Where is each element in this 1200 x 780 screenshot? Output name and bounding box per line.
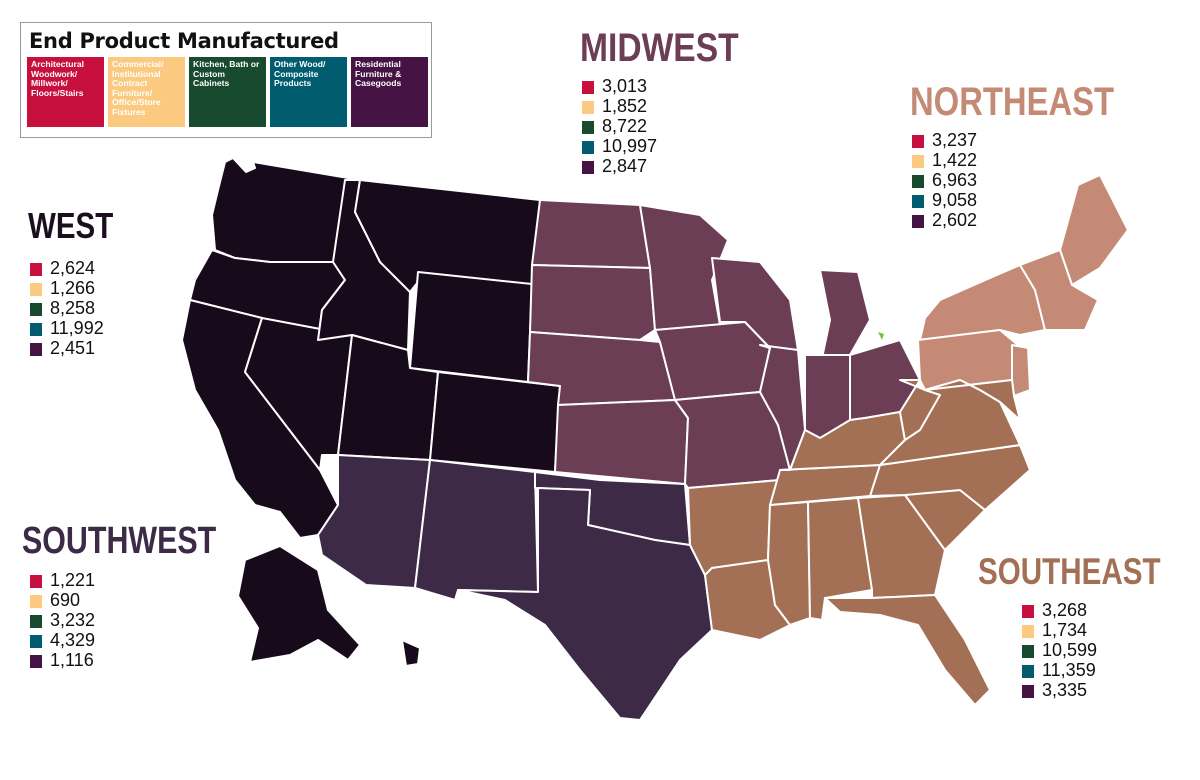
stat-value: 3,335 bbox=[1042, 680, 1088, 700]
swatch-residential bbox=[30, 343, 42, 356]
stat-value: 3,232 bbox=[50, 610, 96, 630]
stat-value: 10,997 bbox=[602, 136, 658, 156]
swatch-architectural bbox=[582, 81, 594, 94]
swatch-residential bbox=[582, 161, 594, 174]
swatch-commercial bbox=[912, 155, 924, 168]
region-title-northeast: NORTHEAST bbox=[910, 80, 1115, 124]
category-kitchen-cabinets: Kitchen, Bath or Custom Cabinets bbox=[189, 57, 266, 127]
stat-value: 2,847 bbox=[602, 156, 648, 176]
state-michigan bbox=[819, 269, 871, 359]
state-south-dakota bbox=[529, 264, 656, 341]
state-north-dakota bbox=[531, 199, 651, 269]
stat-value: 2,451 bbox=[50, 338, 96, 358]
west-region bbox=[181, 157, 561, 667]
swatch-kitchen bbox=[1022, 645, 1034, 658]
state-alaska bbox=[237, 545, 361, 663]
state-kentucky bbox=[779, 411, 906, 471]
swatch-architectural bbox=[1022, 605, 1034, 618]
state-hawaii bbox=[401, 639, 421, 667]
stat-value: 1,852 bbox=[602, 96, 648, 116]
legend-box: End Product Manufactured Architectural W… bbox=[20, 22, 432, 138]
stat-value: 2,602 bbox=[932, 210, 978, 230]
southeast-region bbox=[687, 379, 1031, 706]
state-new-york bbox=[919, 264, 1046, 341]
state-kansas bbox=[554, 399, 689, 485]
stat-value: 1,116 bbox=[50, 650, 94, 670]
category-architectural-woodwork: Architectural Woodwork/ Millwork/ Floors… bbox=[27, 57, 104, 127]
lake-outline-marker bbox=[878, 332, 884, 340]
state-arizona bbox=[317, 454, 431, 589]
state-florida bbox=[824, 594, 991, 706]
swatch-architectural bbox=[912, 135, 924, 148]
stat-value: 11,359 bbox=[1042, 660, 1096, 680]
state-maine bbox=[1059, 174, 1129, 286]
legend-title: End Product Manufactured bbox=[29, 29, 339, 53]
swatch-kitchen bbox=[912, 175, 924, 188]
stat-value: 8,258 bbox=[50, 298, 96, 318]
swatch-commercial bbox=[30, 283, 42, 296]
stat-value: 2,624 bbox=[50, 258, 96, 278]
stat-value: 9,058 bbox=[932, 190, 978, 210]
state-new-england bbox=[1019, 249, 1099, 331]
swatch-other-wood bbox=[30, 323, 42, 336]
stat-value: 1,221 bbox=[50, 570, 96, 590]
region-title-midwest: MIDWEST bbox=[580, 26, 739, 70]
swatch-other-wood bbox=[1022, 665, 1034, 678]
state-iowa bbox=[654, 321, 771, 401]
state-colorado bbox=[429, 371, 561, 473]
stat-value: 11,992 bbox=[50, 318, 104, 338]
swatch-kitchen bbox=[30, 303, 42, 316]
swatch-kitchen bbox=[30, 615, 42, 628]
stat-value: 1,734 bbox=[1042, 620, 1088, 640]
swatch-residential bbox=[30, 655, 42, 668]
northeast-region bbox=[917, 174, 1129, 397]
state-new-jersey bbox=[1011, 344, 1031, 397]
stat-value: 1,266 bbox=[50, 278, 96, 298]
swatch-architectural bbox=[30, 575, 42, 588]
swatch-residential bbox=[912, 215, 924, 228]
stat-value: 3,268 bbox=[1042, 600, 1088, 620]
region-title-southwest: SOUTHWEST bbox=[22, 520, 217, 562]
stat-value: 690 bbox=[50, 590, 81, 610]
swatch-other-wood bbox=[582, 141, 594, 154]
swatch-other-wood bbox=[30, 635, 42, 648]
region-title-west: WEST bbox=[28, 205, 114, 246]
stat-value: 6,963 bbox=[932, 170, 978, 190]
southwest-region bbox=[317, 454, 713, 721]
category-residential-furniture: Residential Furniture & Casegoods bbox=[351, 57, 428, 127]
swatch-commercial bbox=[582, 101, 594, 114]
swatch-residential bbox=[1022, 685, 1034, 698]
state-illinois bbox=[759, 344, 806, 471]
category-other-wood: Other Wood/ Composite Products bbox=[270, 57, 347, 127]
stat-value: 3,013 bbox=[602, 76, 648, 96]
state-new-mexico bbox=[414, 459, 539, 601]
state-west-virginia bbox=[899, 379, 941, 441]
swatch-kitchen bbox=[582, 121, 594, 134]
category-commercial-furniture: Commercial/ Institutional Contract Furni… bbox=[108, 57, 185, 127]
state-texas bbox=[457, 487, 713, 721]
stat-value: 1,422 bbox=[932, 150, 978, 170]
swatch-commercial bbox=[1022, 625, 1034, 638]
swatch-commercial bbox=[30, 595, 42, 608]
midwest-region bbox=[527, 199, 921, 489]
state-maryland-delaware bbox=[924, 379, 1021, 421]
stat-value: 4,329 bbox=[50, 630, 96, 650]
state-minnesota bbox=[639, 204, 729, 331]
stat-value: 8,722 bbox=[602, 116, 648, 136]
swatch-architectural bbox=[30, 263, 42, 276]
region-title-southeast: SOUTHEAST bbox=[978, 551, 1161, 592]
swatch-other-wood bbox=[912, 195, 924, 208]
state-wyoming bbox=[409, 271, 533, 383]
stat-value: 3,237 bbox=[932, 130, 978, 150]
stat-value: 10,599 bbox=[1042, 640, 1098, 660]
